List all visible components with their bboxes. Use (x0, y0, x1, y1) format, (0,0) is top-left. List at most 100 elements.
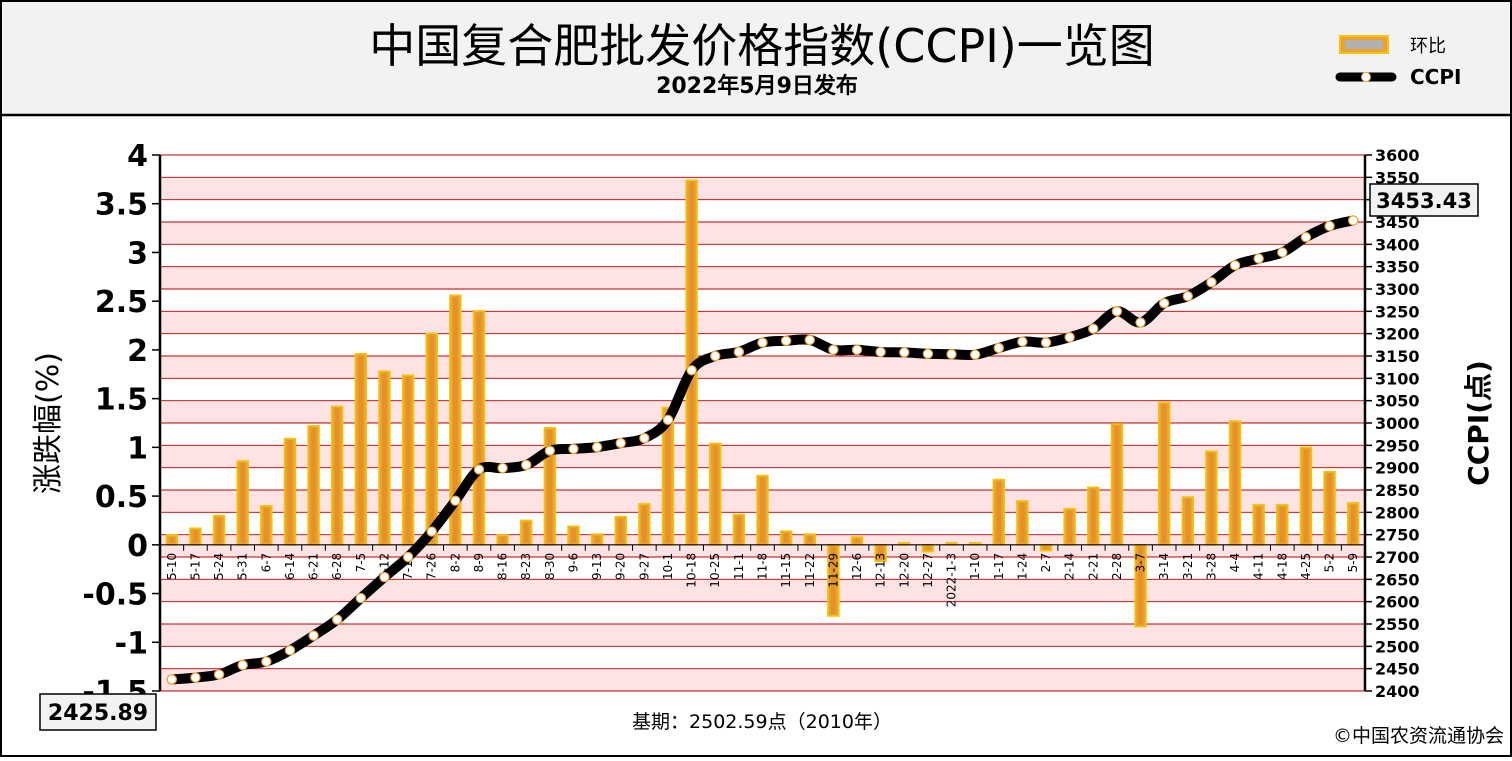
y-right-tick-label: 3450 (1375, 213, 1420, 232)
bar-shade (1303, 449, 1309, 543)
x-tick-label: 4-25 (1299, 553, 1313, 580)
y-right-tick-label: 2950 (1375, 436, 1420, 455)
bar-shade (169, 537, 175, 543)
bar-shade (1185, 499, 1191, 543)
x-tick-label: 11-1 (732, 553, 746, 580)
start-value-text: 2425.89 (48, 701, 148, 726)
ccpi-point (1347, 215, 1359, 226)
bar-shade (287, 440, 293, 543)
bar-shade (1090, 489, 1096, 543)
header-band (2, 2, 1510, 114)
x-tick-label: 6-7 (259, 553, 273, 573)
y-right-tick-label: 3150 (1375, 347, 1420, 366)
ccpi-point (308, 630, 319, 641)
ccpi-point (426, 526, 437, 537)
bar-shade (925, 546, 931, 550)
x-tick-label: 1-10 (968, 553, 982, 580)
x-tick-label: 4-11 (1252, 553, 1266, 580)
ccpi-point (1064, 332, 1075, 343)
plot-band (160, 356, 1365, 379)
x-tick-label: 3-21 (1181, 553, 1195, 580)
bar-shade (334, 408, 340, 543)
start-value-callout: 2425.89 (39, 693, 157, 731)
ccpi-point (1088, 323, 1099, 334)
ccpi-point (190, 672, 201, 683)
ccpi-point (662, 414, 674, 426)
ccpi-point (1277, 247, 1288, 258)
bar-shade (193, 530, 198, 543)
plot-band (160, 579, 1365, 602)
x-tick-label: 11-15 (779, 553, 793, 588)
x-tick-label: 8-2 (448, 553, 462, 573)
ccpi-point (237, 659, 248, 671)
x-tick-label: 11-22 (803, 553, 817, 588)
x-tick-label: 3-7 (1134, 553, 1148, 573)
y-left-tick-label: 1 (127, 431, 148, 466)
ccpi-point (828, 344, 839, 355)
plot-band (160, 624, 1365, 647)
x-tick-label: 11-8 (756, 553, 770, 580)
ccpi-point (1158, 298, 1170, 309)
x-tick-label: 5-10 (165, 553, 179, 580)
y-left-tick-label: 2 (127, 334, 148, 369)
ccpi-point (733, 346, 745, 358)
bar-shade (736, 516, 742, 543)
y-right-tick-label: 3300 (1375, 280, 1420, 299)
y-left-tick-label: -1 (115, 626, 148, 661)
x-tick-label: 11-29 (826, 553, 840, 588)
ccpi-point (969, 349, 981, 360)
bar-shade (641, 505, 647, 543)
x-tick-label: 8-23 (519, 553, 533, 580)
y-left-tick-label: 3 (127, 236, 148, 271)
y-right-tick-label: 3400 (1375, 235, 1420, 254)
bar-shade (405, 377, 411, 543)
x-tick-label: 3-28 (1204, 553, 1218, 580)
ccpi-point (591, 441, 603, 453)
chart-title: 中国复合肥批发价格指数(CCPI)一览图 (369, 19, 1154, 73)
x-tick-label: 2-14 (1063, 553, 1077, 580)
y-right-tick-label: 2500 (1375, 637, 1420, 656)
bar-shade (1350, 504, 1356, 543)
x-tick-label: 7-5 (354, 553, 368, 573)
start-value-box (39, 693, 157, 731)
ccpi-point (1135, 317, 1146, 328)
ccpi-point (1324, 220, 1335, 232)
legend: 环比 CCPI (1335, 35, 1461, 89)
x-tick-label: 5-24 (212, 553, 226, 580)
y-right-tick-label: 3350 (1375, 258, 1420, 277)
ccpi-point (544, 445, 556, 456)
x-tick-label: 1-24 (1015, 553, 1029, 580)
bar-shade (216, 517, 222, 543)
y-right-tick-label: 3000 (1375, 414, 1420, 433)
ccpi-point (1300, 231, 1312, 243)
x-tick-label: 9-27 (637, 553, 651, 580)
ccpi-point (402, 551, 414, 563)
ccpi-point (1253, 253, 1264, 264)
ccpi-point (1229, 260, 1241, 271)
x-tick-label: 2022-1-3 (945, 553, 959, 607)
chart-subtitle: 2022年5月9日发布 (656, 73, 858, 99)
ccpi-point (615, 437, 626, 449)
x-tick-label: 2-21 (1086, 553, 1100, 580)
x-tick-label: 4-18 (1275, 553, 1289, 580)
y-right-tick-label: 3100 (1375, 369, 1420, 388)
ccpi-point (1111, 306, 1123, 317)
ccpi-point (379, 571, 390, 583)
ccpi-point (686, 365, 697, 376)
x-tick-label: 10-25 (708, 553, 722, 588)
base-period-text: 基期：2502.59点（2010年） (632, 711, 892, 733)
x-tick-label: 5-31 (236, 553, 250, 580)
bar-shade (1138, 546, 1143, 625)
plot-band (160, 222, 1365, 245)
ccpi-point (213, 669, 225, 680)
ccpi-point (757, 337, 768, 348)
y-right-tick-label: 3550 (1375, 168, 1420, 187)
bar-shade (358, 355, 364, 543)
bar-shade (1208, 453, 1214, 543)
bar-shade (594, 536, 600, 543)
x-tick-label: 4-4 (1228, 553, 1242, 573)
ccpi-point (521, 459, 532, 471)
x-tick-label: 6-21 (307, 553, 321, 580)
x-tick-label: 5-2 (1323, 553, 1337, 573)
